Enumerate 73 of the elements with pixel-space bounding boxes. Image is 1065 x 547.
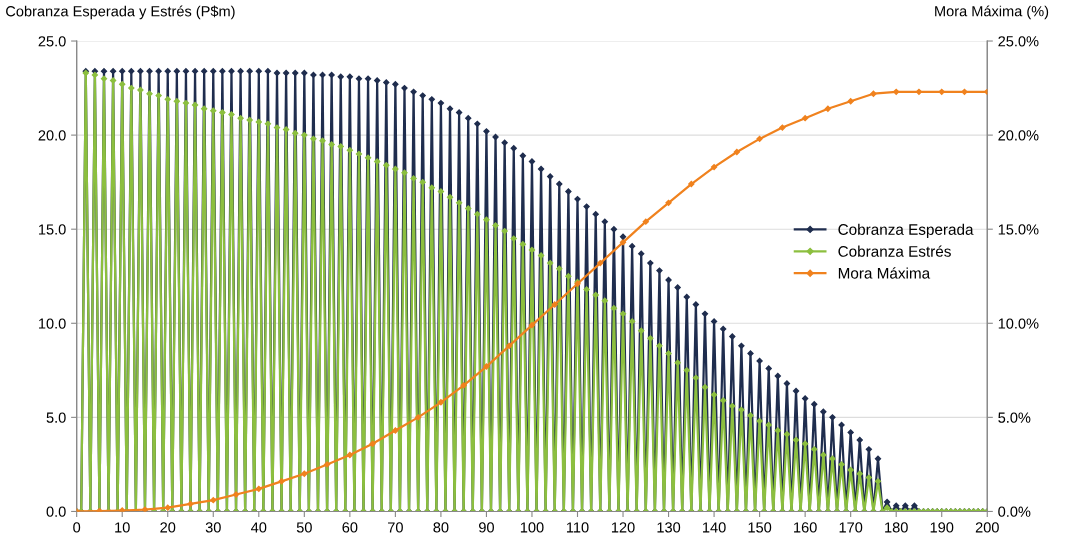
point <box>369 440 376 447</box>
legend-label: Cobranza Estrés <box>838 245 951 257</box>
x-tick-label: 70 <box>388 522 403 533</box>
x-tick-label: 160 <box>794 522 817 533</box>
point <box>414 414 422 421</box>
point <box>938 88 945 95</box>
point <box>688 180 695 188</box>
point <box>961 88 968 95</box>
point <box>119 507 126 512</box>
x-tick-label: 60 <box>342 522 358 533</box>
x-tick-label: 190 <box>930 522 954 533</box>
y2-tick-label: 25.0% <box>998 36 1039 47</box>
x-tick-label: 20 <box>160 522 176 533</box>
point <box>801 115 809 122</box>
point <box>847 98 854 105</box>
point <box>733 148 740 156</box>
x-tick-label: 40 <box>251 522 267 533</box>
y2-tick-label: 20.0% <box>998 130 1039 141</box>
x-tick-label: 200 <box>975 522 999 533</box>
point <box>164 504 171 511</box>
point <box>870 90 877 97</box>
y2-tick-label: 15.0% <box>998 224 1039 235</box>
y-tick-label: 5.0 <box>46 412 66 423</box>
x-tick-label: 90 <box>479 522 494 533</box>
point <box>665 199 672 207</box>
x-tick-label: 100 <box>520 522 544 533</box>
legend-label: Cobranza Esperada <box>838 223 974 238</box>
x-tick-label: 0 <box>73 522 81 533</box>
point <box>210 497 217 504</box>
y-tick-label: 20.0 <box>38 130 66 141</box>
point <box>392 427 399 434</box>
point <box>642 218 649 225</box>
point <box>824 105 832 112</box>
x-tick-label: 130 <box>657 522 681 533</box>
point <box>619 239 627 246</box>
point <box>710 163 718 171</box>
y2-tick-label: 0.0% <box>998 506 1031 517</box>
point <box>528 322 536 329</box>
point <box>893 88 900 95</box>
x-tick-label: 110 <box>566 522 589 533</box>
point <box>323 461 331 468</box>
point <box>483 363 490 370</box>
y-tick-label: 0.0 <box>46 506 66 517</box>
x-tick-label: 170 <box>839 522 863 533</box>
point <box>437 399 445 406</box>
y2-tick-label: 10.0% <box>998 318 1039 329</box>
point <box>551 301 558 308</box>
x-tick-label: 180 <box>885 522 908 533</box>
point <box>597 259 604 267</box>
x-tick-label: 140 <box>703 522 726 533</box>
point <box>346 451 354 459</box>
x-tick-label: 80 <box>433 522 449 533</box>
y-axis-title: Cobranza Esperada y Estrés (P$m) <box>6 5 235 20</box>
x-tick-label: 120 <box>611 522 635 533</box>
point <box>301 470 308 477</box>
legend-label: Mora Máxima <box>838 267 931 279</box>
point <box>779 124 786 131</box>
y2-axis-title: Mora Máxima (%) <box>935 5 1049 20</box>
y2-tick-label: 5.0% <box>998 412 1031 423</box>
x-tick-label: 10 <box>115 522 130 533</box>
x-tick-label: 30 <box>205 522 221 533</box>
point <box>915 88 923 95</box>
point <box>460 382 467 389</box>
x-tick-label: 150 <box>748 522 772 533</box>
y-tick-label: 15.0 <box>38 224 66 235</box>
y-tick-label: 25.0 <box>38 36 66 47</box>
x-tick-label: 50 <box>296 522 312 533</box>
y-tick-label: 10.0 <box>38 318 66 329</box>
point <box>756 135 763 143</box>
point <box>278 478 285 485</box>
point <box>187 500 194 508</box>
point <box>506 342 513 350</box>
point <box>255 485 262 493</box>
